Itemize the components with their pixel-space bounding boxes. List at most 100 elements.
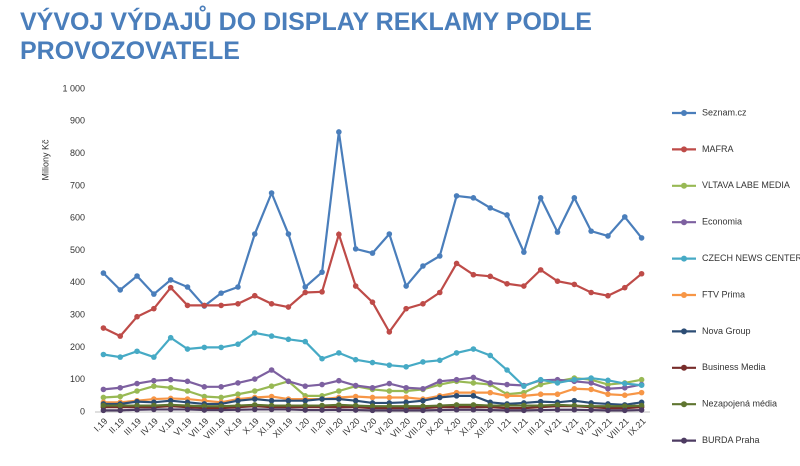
point: [352, 397, 359, 404]
point: [268, 190, 275, 196]
point: [369, 384, 376, 391]
point: [638, 402, 645, 409]
point: [268, 383, 275, 389]
point: [605, 385, 611, 392]
legend-label: CZECH NEWS CENTER: [702, 253, 800, 263]
legend-label: Seznam.cz: [702, 107, 747, 117]
point: [605, 381, 611, 388]
point: [218, 290, 224, 296]
point: [436, 357, 443, 364]
point: [638, 235, 645, 241]
point: [487, 402, 494, 409]
point: [117, 354, 124, 360]
point: [117, 384, 124, 391]
point: [184, 406, 191, 413]
point: [403, 399, 409, 406]
point: [453, 350, 460, 356]
point: [218, 394, 224, 401]
point: [571, 376, 578, 383]
point: [621, 214, 628, 220]
point: [302, 397, 309, 404]
point: [537, 391, 544, 398]
point: [588, 407, 594, 413]
y-tick-label: 400: [70, 277, 85, 287]
point: [571, 402, 578, 409]
point: [436, 407, 443, 413]
legend-label: FTV Prima: [702, 289, 745, 299]
point: [100, 351, 107, 358]
point: [134, 348, 140, 355]
point: [638, 382, 645, 388]
point: [268, 402, 275, 409]
point: [621, 407, 628, 414]
y-tick-label: 0: [80, 406, 85, 416]
point: [251, 402, 258, 408]
point: [420, 263, 426, 269]
point: [588, 289, 594, 296]
point: [134, 273, 140, 279]
x-tick-label: IV.20: [340, 416, 361, 437]
point: [302, 402, 309, 409]
point: [184, 388, 191, 394]
legend-marker: [681, 437, 687, 444]
point: [554, 278, 561, 284]
point: [605, 403, 611, 409]
x-tick-label: IV.19: [139, 416, 160, 437]
point: [302, 338, 309, 345]
point: [319, 355, 325, 362]
point: [302, 407, 309, 413]
point: [167, 402, 174, 408]
point: [605, 391, 611, 398]
point: [352, 407, 359, 413]
point: [403, 407, 409, 414]
point: [251, 330, 258, 336]
point: [302, 383, 309, 389]
point: [487, 205, 494, 211]
point: [117, 333, 124, 339]
point: [235, 284, 241, 290]
point: [117, 407, 124, 414]
point: [537, 402, 544, 409]
x-tick-label: IV.21: [542, 416, 563, 437]
point: [251, 231, 258, 237]
point: [100, 270, 107, 276]
point: [235, 341, 241, 347]
y-axis-label: Miliony Kč: [40, 139, 50, 181]
y-tick-label: 900: [70, 116, 85, 126]
point: [638, 407, 645, 413]
point: [420, 397, 426, 404]
legend-label: Business Media: [702, 362, 766, 372]
point: [235, 406, 241, 413]
point: [571, 397, 578, 404]
point: [134, 313, 140, 320]
point: [605, 377, 611, 384]
point: [235, 397, 241, 404]
point: [386, 403, 393, 409]
point: [638, 270, 645, 277]
point: [285, 378, 292, 385]
point: [487, 407, 494, 413]
legend-marker: [681, 364, 687, 371]
legend-marker: [681, 328, 687, 335]
point: [470, 271, 477, 278]
point: [100, 407, 107, 414]
point: [235, 300, 241, 307]
point: [470, 402, 477, 408]
point: [235, 391, 241, 398]
x-tick-label: I.20: [294, 416, 312, 434]
point: [218, 407, 224, 413]
point: [268, 333, 275, 339]
point: [369, 359, 376, 366]
point: [336, 402, 342, 408]
point: [386, 231, 393, 237]
point: [537, 267, 544, 273]
point: [184, 346, 191, 352]
point: [285, 304, 292, 310]
point: [487, 273, 494, 280]
point: [201, 384, 208, 390]
point: [504, 381, 510, 388]
point: [537, 376, 544, 383]
point: [117, 287, 124, 293]
point: [386, 329, 393, 335]
point: [554, 406, 561, 413]
